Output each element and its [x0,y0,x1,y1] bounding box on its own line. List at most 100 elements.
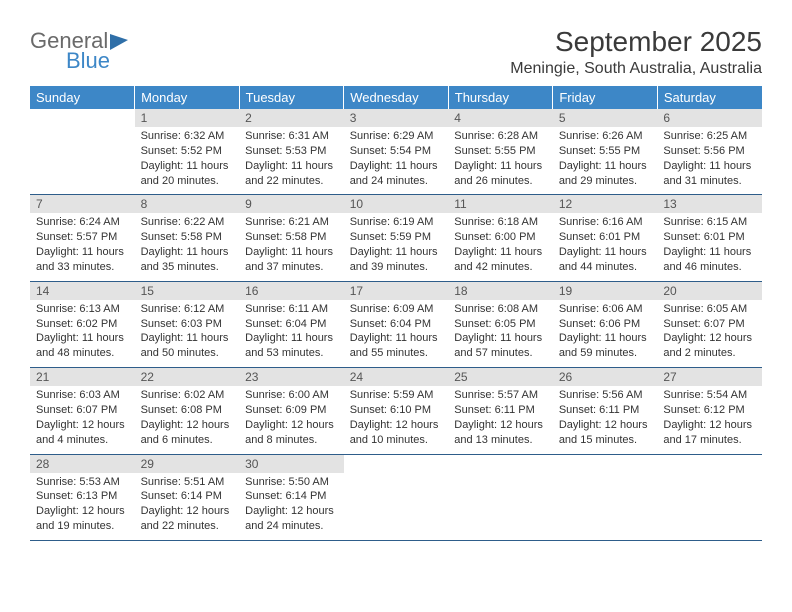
daynum-row: 123456 [30,109,762,127]
sunset: Sunset: 6:08 PM [141,403,234,418]
daylight-line2: and 48 minutes. [36,346,129,361]
sunrise: Sunrise: 6:13 AM [36,302,129,317]
daylight-line1: Daylight: 11 hours [141,331,234,346]
day-number-cell: 8 [135,195,240,214]
day-detail-cell: Sunrise: 6:19 AMSunset: 5:59 PMDaylight:… [344,213,449,281]
day-detail-cell: Sunrise: 5:54 AMSunset: 6:12 PMDaylight:… [657,386,762,454]
day-detail-cell [448,473,553,541]
sunset: Sunset: 6:11 PM [454,403,547,418]
sunset: Sunset: 6:04 PM [245,317,338,332]
sunrise: Sunrise: 6:08 AM [454,302,547,317]
sunrise: Sunrise: 5:54 AM [663,388,756,403]
day-number-cell: 10 [344,195,449,214]
daylight-line2: and 4 minutes. [36,433,129,448]
day-number-cell: 27 [657,368,762,387]
day-detail-cell: Sunrise: 6:21 AMSunset: 5:58 PMDaylight:… [239,213,344,281]
sunrise: Sunrise: 6:32 AM [141,129,234,144]
sunrise: Sunrise: 6:15 AM [663,215,756,230]
daylight-line1: Daylight: 11 hours [559,245,652,260]
day-number-cell: 29 [135,454,240,473]
daylight-line2: and 53 minutes. [245,346,338,361]
day-detail-cell: Sunrise: 6:09 AMSunset: 6:04 PMDaylight:… [344,300,449,368]
day-detail-cell: Sunrise: 6:13 AMSunset: 6:02 PMDaylight:… [30,300,135,368]
daylight-line2: and 59 minutes. [559,346,652,361]
day-number-cell: 18 [448,281,553,300]
sunset: Sunset: 6:06 PM [559,317,652,332]
daylight-line2: and 57 minutes. [454,346,547,361]
sunset: Sunset: 6:12 PM [663,403,756,418]
col-thursday: Thursday [448,86,553,109]
day-number-cell [448,454,553,473]
daylight-line1: Daylight: 12 hours [454,418,547,433]
daylight-line1: Daylight: 12 hours [663,418,756,433]
daynum-row: 21222324252627 [30,368,762,387]
sunrise: Sunrise: 6:28 AM [454,129,547,144]
sunrise: Sunrise: 5:53 AM [36,475,129,490]
sunset: Sunset: 5:52 PM [141,144,234,159]
day-number-cell: 15 [135,281,240,300]
month-title: September 2025 [510,26,762,58]
daylight-line1: Daylight: 11 hours [350,159,443,174]
day-number-cell: 14 [30,281,135,300]
sunset: Sunset: 6:03 PM [141,317,234,332]
daylight-line2: and 39 minutes. [350,260,443,275]
day-number-cell: 7 [30,195,135,214]
daylight-line2: and 20 minutes. [141,174,234,189]
daylight-line1: Daylight: 11 hours [245,331,338,346]
daylight-line2: and 29 minutes. [559,174,652,189]
day-number-cell: 2 [239,109,344,127]
day-detail-cell: Sunrise: 6:31 AMSunset: 5:53 PMDaylight:… [239,127,344,195]
day-number-cell: 20 [657,281,762,300]
daylight-line2: and 22 minutes. [245,174,338,189]
sunset: Sunset: 6:01 PM [663,230,756,245]
day-detail-cell: Sunrise: 5:51 AMSunset: 6:14 PMDaylight:… [135,473,240,541]
day-number-cell: 28 [30,454,135,473]
day-detail-cell: Sunrise: 6:15 AMSunset: 6:01 PMDaylight:… [657,213,762,281]
day-detail-cell [553,473,658,541]
day-number-cell: 19 [553,281,658,300]
title-block: September 2025 Meningie, South Australia… [510,26,762,78]
daylight-line1: Daylight: 12 hours [141,418,234,433]
header: General Blue September 2025 Meningie, So… [30,26,762,78]
sunset: Sunset: 5:55 PM [559,144,652,159]
calendar-page: General Blue September 2025 Meningie, So… [0,0,792,561]
sunset: Sunset: 5:56 PM [663,144,756,159]
daynum-row: 78910111213 [30,195,762,214]
day-detail-cell: Sunrise: 6:00 AMSunset: 6:09 PMDaylight:… [239,386,344,454]
weekday-header-row: Sunday Monday Tuesday Wednesday Thursday… [30,86,762,109]
day-number-cell: 25 [448,368,553,387]
day-detail-cell: Sunrise: 6:11 AMSunset: 6:04 PMDaylight:… [239,300,344,368]
detail-row: Sunrise: 6:24 AMSunset: 5:57 PM Daylight:… [30,213,762,281]
day-number-cell [657,454,762,473]
sunrise: Sunrise: 6:21 AM [245,215,338,230]
sunset: Sunset: 6:13 PM [36,489,129,504]
detail-row: Sunrise: 6:13 AMSunset: 6:02 PM Daylight:… [30,300,762,368]
sunset: Sunset: 5:55 PM [454,144,547,159]
sunset: Sunset: 5:57 PM [36,230,129,245]
col-saturday: Saturday [657,86,762,109]
daylight-line1: Daylight: 11 hours [454,159,547,174]
day-detail-cell: Sunrise: 6:26 AMSunset: 5:55 PMDaylight:… [553,127,658,195]
sunset: Sunset: 6:02 PM [36,317,129,332]
day-detail-cell: Sunrise: 6:06 AMSunset: 6:06 PMDaylight:… [553,300,658,368]
day-number-cell: 9 [239,195,344,214]
sunset: Sunset: 5:53 PM [245,144,338,159]
sunrise: Sunrise: 6:19 AM [350,215,443,230]
day-detail-cell [30,127,135,195]
day-detail-cell: Sunrise: 6:12 AMSunset: 6:03 PMDaylight:… [135,300,240,368]
daylight-line1: Daylight: 11 hours [454,331,547,346]
daylight-line2: and 33 minutes. [36,260,129,275]
sunrise: Sunrise: 6:24 AM [36,215,129,230]
daylight-line1: Daylight: 11 hours [350,245,443,260]
daylight-line2: and 35 minutes. [141,260,234,275]
day-number-cell: 21 [30,368,135,387]
col-sunday: Sunday [30,86,135,109]
day-detail-cell: Sunrise: 6:03 AMSunset: 6:07 PMDaylight:… [30,386,135,454]
day-number-cell: 1 [135,109,240,127]
logo: General Blue [30,26,128,72]
daylight-line1: Daylight: 11 hours [454,245,547,260]
sunset: Sunset: 6:14 PM [245,489,338,504]
sunrise: Sunrise: 6:09 AM [350,302,443,317]
sunrise: Sunrise: 6:12 AM [141,302,234,317]
day-number-cell [30,109,135,127]
